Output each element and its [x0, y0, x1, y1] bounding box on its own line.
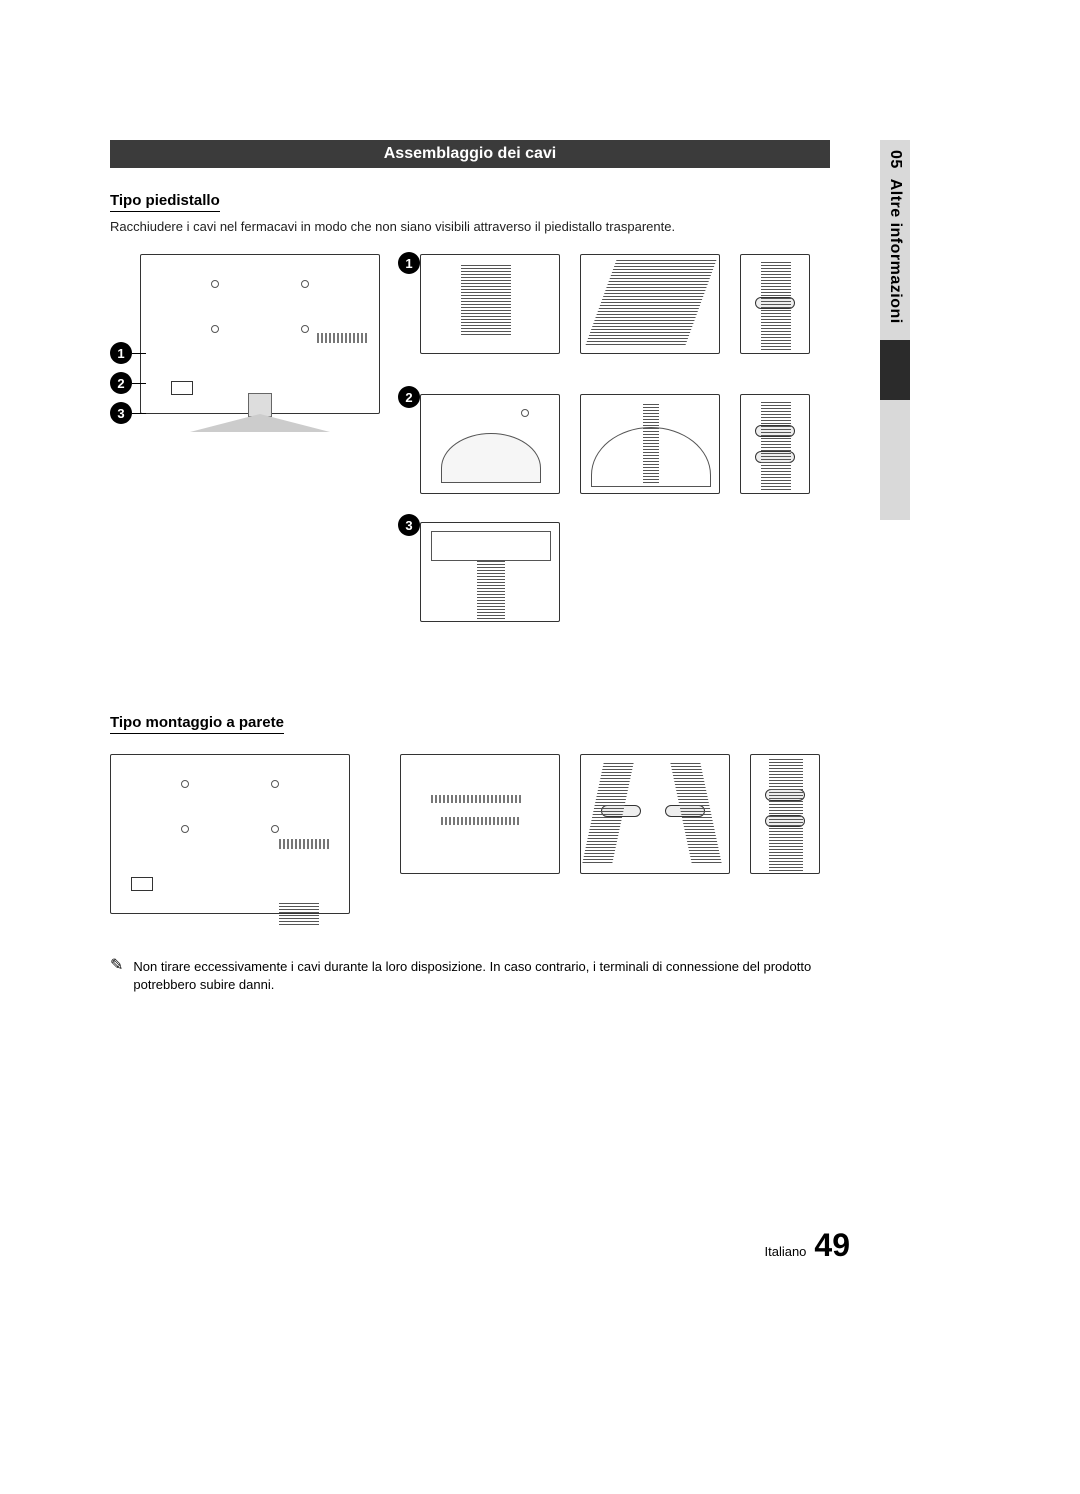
wall-section: Tipo montaggio a parete — [110, 714, 830, 934]
step-3-zoom — [420, 522, 560, 622]
footer-lang: Italiano — [764, 1244, 806, 1259]
note-icon: ✎ — [110, 958, 123, 974]
wall-diagrams — [110, 754, 830, 934]
chapter-tab-text: 05 Altre informazioni — [886, 140, 904, 324]
step-3-label: 3 — [398, 514, 420, 536]
step-2-label: 2 — [398, 386, 420, 408]
chapter-tab-marker — [880, 340, 910, 400]
note-text: Non tirare eccessivamente i cavi durante… — [133, 958, 830, 994]
av-port-icon — [171, 381, 193, 395]
chapter-title: Altre informazioni — [887, 179, 904, 324]
callout-3: 3 — [110, 402, 132, 424]
wall-tv-back — [110, 754, 350, 914]
callout-2: 2 — [110, 372, 132, 394]
callout-1: 1 — [110, 342, 132, 364]
page-content: Assemblaggio dei cavi Tipo piedistallo R… — [110, 140, 830, 995]
footer-page-number: 49 — [814, 1227, 850, 1264]
stand-base — [190, 414, 330, 432]
page-footer: Italiano 49 — [764, 1227, 850, 1264]
chapter-tab: 05 Altre informazioni — [880, 140, 910, 520]
wall-inset-2 — [580, 754, 730, 874]
step-1-cables — [580, 254, 720, 354]
wall-inset-3 — [750, 754, 820, 874]
step-1-zoom — [420, 254, 560, 354]
step-2-tie — [740, 394, 810, 494]
wall-heading: Tipo montaggio a parete — [110, 714, 284, 734]
step-1-tie — [740, 254, 810, 354]
note: ✎ Non tirare eccessivamente i cavi duran… — [110, 958, 830, 994]
av-port-icon — [131, 877, 153, 891]
step-2-zoom — [420, 394, 560, 494]
stand-diagrams: 1 2 3 1 2 — [110, 254, 830, 654]
stand-desc: Racchiudere i cavi nel fermacavi in modo… — [110, 218, 830, 236]
stand-heading: Tipo piedistallo — [110, 192, 220, 212]
step-2-stand — [580, 394, 720, 494]
section-banner: Assemblaggio dei cavi — [110, 140, 830, 168]
tv-back-overview — [140, 254, 380, 414]
manual-page: 05 Altre informazioni Assemblaggio dei c… — [0, 0, 1080, 1494]
step-1-label: 1 — [398, 252, 420, 274]
wall-inset-1 — [400, 754, 560, 874]
chapter-number: 05 — [887, 150, 904, 169]
